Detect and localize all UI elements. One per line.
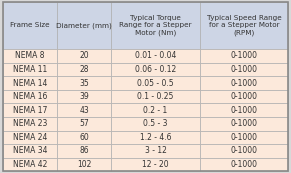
Text: 12 - 20: 12 - 20 — [142, 160, 169, 169]
Text: Typical Speed Range
for a Stepper Motor
(RPM): Typical Speed Range for a Stepper Motor … — [207, 15, 281, 36]
Bar — [3, 144, 57, 158]
Text: 0-1000: 0-1000 — [230, 52, 257, 61]
Text: Diameter (mm): Diameter (mm) — [56, 22, 112, 29]
Text: NEMA 14: NEMA 14 — [13, 79, 47, 88]
Text: 0-1000: 0-1000 — [230, 106, 257, 115]
Bar — [200, 117, 288, 131]
Bar — [200, 90, 288, 103]
Bar — [111, 49, 200, 63]
Text: Typical Torque
Range for a Stepper
Motor (Nm): Typical Torque Range for a Stepper Motor… — [119, 15, 192, 36]
Text: 0-1000: 0-1000 — [230, 65, 257, 74]
Text: 1.2 - 4.6: 1.2 - 4.6 — [140, 133, 171, 142]
Text: 20: 20 — [79, 52, 89, 61]
Bar — [200, 49, 288, 63]
Text: 0.01 - 0.04: 0.01 - 0.04 — [135, 52, 176, 61]
Bar — [111, 103, 200, 117]
Text: Frame Size: Frame Size — [10, 22, 50, 29]
Bar — [111, 144, 200, 158]
Bar — [57, 2, 111, 49]
Text: NEMA 34: NEMA 34 — [13, 146, 47, 155]
Bar — [111, 76, 200, 90]
Bar — [3, 103, 57, 117]
Bar — [3, 76, 57, 90]
Text: 43: 43 — [79, 106, 89, 115]
Text: 0.5 - 3: 0.5 - 3 — [143, 119, 168, 128]
Text: NEMA 11: NEMA 11 — [13, 65, 47, 74]
Text: 57: 57 — [79, 119, 89, 128]
Bar — [57, 117, 111, 131]
Bar — [57, 90, 111, 103]
Text: 0.05 - 0.5: 0.05 - 0.5 — [137, 79, 174, 88]
Bar — [57, 131, 111, 144]
Text: 0.06 - 0.12: 0.06 - 0.12 — [135, 65, 176, 74]
Bar — [3, 131, 57, 144]
Bar — [111, 63, 200, 76]
Bar — [200, 2, 288, 49]
Bar — [3, 63, 57, 76]
Bar — [57, 63, 111, 76]
Text: 102: 102 — [77, 160, 91, 169]
Text: NEMA 8: NEMA 8 — [15, 52, 45, 61]
Bar — [200, 158, 288, 171]
Bar — [57, 76, 111, 90]
Bar — [3, 90, 57, 103]
Bar — [200, 144, 288, 158]
Text: NEMA 16: NEMA 16 — [13, 92, 47, 101]
Text: 39: 39 — [79, 92, 89, 101]
Text: 0-1000: 0-1000 — [230, 160, 257, 169]
Bar — [111, 2, 200, 49]
Bar — [111, 117, 200, 131]
Bar — [111, 131, 200, 144]
Bar — [111, 158, 200, 171]
Text: NEMA 24: NEMA 24 — [13, 133, 47, 142]
Bar — [200, 63, 288, 76]
Bar — [57, 103, 111, 117]
Bar — [57, 144, 111, 158]
Bar — [200, 103, 288, 117]
Text: 0.1 - 0.25: 0.1 - 0.25 — [137, 92, 174, 101]
Text: 28: 28 — [79, 65, 89, 74]
Bar — [57, 49, 111, 63]
Text: 60: 60 — [79, 133, 89, 142]
Bar — [3, 2, 57, 49]
Text: 0-1000: 0-1000 — [230, 146, 257, 155]
Bar — [200, 131, 288, 144]
Text: 0.2 - 1: 0.2 - 1 — [143, 106, 168, 115]
Text: 0-1000: 0-1000 — [230, 92, 257, 101]
Bar — [200, 76, 288, 90]
Text: 3 - 12: 3 - 12 — [145, 146, 166, 155]
Text: 0-1000: 0-1000 — [230, 79, 257, 88]
Bar — [3, 158, 57, 171]
Text: NEMA 23: NEMA 23 — [13, 119, 47, 128]
Text: 86: 86 — [79, 146, 89, 155]
Bar — [3, 117, 57, 131]
Bar — [111, 90, 200, 103]
Text: NEMA 17: NEMA 17 — [13, 106, 47, 115]
Text: 35: 35 — [79, 79, 89, 88]
Bar — [3, 49, 57, 63]
Text: NEMA 42: NEMA 42 — [13, 160, 47, 169]
Text: 0-1000: 0-1000 — [230, 133, 257, 142]
Text: 0-1000: 0-1000 — [230, 119, 257, 128]
Bar — [57, 158, 111, 171]
